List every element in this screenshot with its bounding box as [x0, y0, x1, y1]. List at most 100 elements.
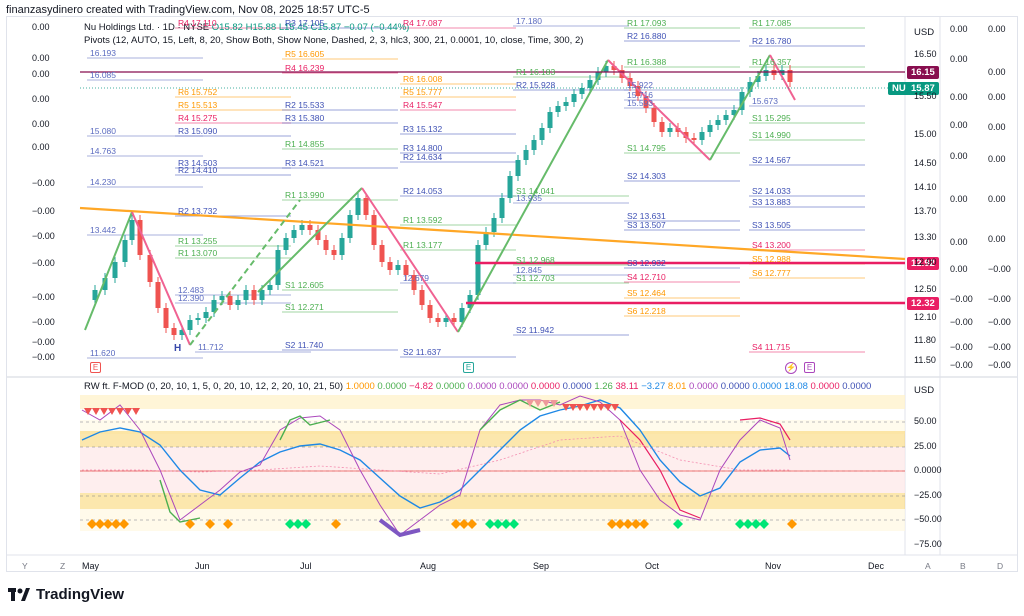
pivot-level-label: S3 12.932	[627, 258, 666, 268]
range-button-y[interactable]: Y	[22, 561, 28, 571]
overlay-axis-label: 0.00	[988, 24, 1006, 34]
oscillator-axis-label: −25.00	[914, 490, 942, 500]
pivot-level-label: S4 13.200	[752, 240, 791, 250]
symbol-name[interactable]: Nu Holdings Ltd. · 1D · NYSE	[84, 22, 210, 33]
high-low-marker: H	[174, 343, 182, 354]
pivot-level-label: R4 15.275	[178, 113, 218, 123]
price-axis-label: 12.10	[914, 312, 937, 322]
time-axis-label: Aug	[420, 561, 437, 571]
earnings-marker[interactable]: E	[90, 362, 101, 373]
osc-currency-label: USD	[914, 385, 935, 396]
candle-body	[363, 198, 369, 215]
brand-name: TradingView	[36, 586, 125, 603]
candle-body	[283, 238, 289, 250]
pivot-level-label: 12.483	[178, 285, 204, 295]
signal-diamond-marker	[615, 519, 625, 529]
pivot-level-label: S2 14.033	[752, 186, 791, 196]
symbol-legend[interactable]: Nu Holdings Ltd. · 1D · NYSE O15.82 H15.…	[84, 22, 409, 33]
signal-diamond-marker	[293, 519, 303, 529]
signal-diamond-marker	[301, 519, 311, 529]
candle-body	[531, 140, 537, 150]
pivots-legend[interactable]: Pivots (12, AUTO, 15, Left, 8, 20, Show …	[84, 35, 584, 46]
candle-body	[683, 132, 689, 138]
oscillator-value: 0.0000	[433, 381, 465, 392]
scale-button-b[interactable]: B	[960, 561, 966, 571]
time-axis-label: Sep	[533, 561, 550, 571]
candle-body	[102, 278, 108, 290]
pivot-level-label: R2 15.533	[285, 100, 325, 110]
pivot-level-label: R1 16.357	[752, 57, 792, 67]
candle-body	[243, 290, 249, 300]
currency-label[interactable]: USD	[914, 27, 935, 38]
oscillator-value: 0.0000	[464, 381, 497, 392]
candle-body	[651, 108, 657, 122]
tradingview-logo-icon	[8, 588, 30, 601]
pivot-level-label: R1 13.070	[178, 248, 218, 258]
candle-body	[587, 80, 593, 88]
candle-body	[723, 115, 729, 120]
overlay-axis-label: −0.00	[950, 360, 973, 370]
overlay-axis-label: 0.00	[950, 92, 968, 102]
pivot-level-label: R5 16.605	[285, 49, 325, 59]
candle-body	[547, 112, 553, 128]
overlay-axis-label: 0.00	[988, 194, 1006, 204]
price-axis-label: 14.50	[914, 158, 937, 168]
signal-diamond-marker	[87, 519, 97, 529]
pivot-level-label: R4 16.239	[285, 63, 325, 73]
price-axis-label: 11.50	[914, 355, 936, 365]
auto-scale-button[interactable]: A	[925, 561, 931, 571]
pivot-level-label: 13.935	[516, 193, 542, 203]
range-button-z[interactable]: Z	[60, 561, 66, 571]
candle-body	[707, 125, 713, 132]
time-axis-label: Oct	[645, 561, 660, 571]
left-axis-label: 0.00	[32, 119, 50, 129]
signal-diamond-marker	[223, 519, 233, 529]
dividend-marker[interactable]: ⚡	[785, 362, 797, 374]
signal-diamond-marker	[119, 519, 129, 529]
oscillator-name[interactable]: RW ft. F-MOD (0, 20, 10, 1, 5, 0, 20, 10…	[84, 381, 344, 392]
price-axis-label: 12.90	[914, 257, 937, 267]
signal-diamond-marker	[787, 519, 797, 529]
signal-diamond-marker	[493, 519, 503, 529]
signal-diamond-marker	[631, 519, 641, 529]
pivot-level-label: S3 13.507	[627, 220, 666, 230]
signal-triangle-marker	[562, 404, 570, 411]
signal-diamond-marker	[751, 519, 761, 529]
left-axis-label: −0.00	[32, 231, 55, 241]
overlay-axis-label: 0.00	[950, 264, 968, 274]
left-axis-label: 0.00	[32, 53, 50, 63]
oscillator-legend[interactable]: RW ft. F-MOD (0, 20, 10, 1, 5, 0, 20, 10…	[84, 381, 871, 392]
signal-triangle-marker	[576, 404, 584, 411]
tradingview-logo[interactable]: TradingView	[8, 586, 124, 603]
earnings-marker-nov[interactable]: E	[804, 362, 815, 373]
pivot-level-label: R3 15.090	[178, 126, 218, 136]
signal-diamond-marker	[509, 519, 519, 529]
candle-body	[611, 66, 617, 70]
candle-body	[555, 106, 561, 112]
pivot-level-label: 13.442	[90, 225, 116, 235]
oscillator-value: −3.27	[638, 381, 666, 392]
pivot-level-label: R1 13.990	[285, 190, 325, 200]
pivot-level-label: R6 16.008	[403, 74, 443, 84]
overlay-axis-label: 0.00	[950, 237, 968, 247]
candle-body	[539, 128, 545, 140]
scale-button-d[interactable]: D	[997, 561, 1004, 571]
pivot-level-label: S2 13.631	[627, 211, 666, 221]
overlay-axis-label: −0.00	[988, 294, 1011, 304]
oscillator-value: 0.0000	[686, 381, 719, 392]
overlay-axis-label: 0.00	[950, 194, 968, 204]
candle-body	[467, 295, 473, 308]
candle-body	[187, 320, 193, 330]
oscillator-value: 0.0000	[749, 381, 782, 392]
overlay-axis-label: −0.00	[988, 342, 1011, 352]
pivot-level-label: R1 14.855	[285, 139, 325, 149]
candle-body	[515, 160, 521, 176]
signal-triangle-marker	[534, 400, 542, 407]
candle-body	[499, 198, 505, 218]
pivot-level-label: 15.922	[627, 80, 653, 90]
left-axis-label: −0.00	[32, 292, 55, 302]
oscillator-axis-label: 25.00	[914, 441, 937, 451]
candle-body	[763, 70, 769, 76]
earnings-marker-aug[interactable]: E	[463, 362, 474, 373]
